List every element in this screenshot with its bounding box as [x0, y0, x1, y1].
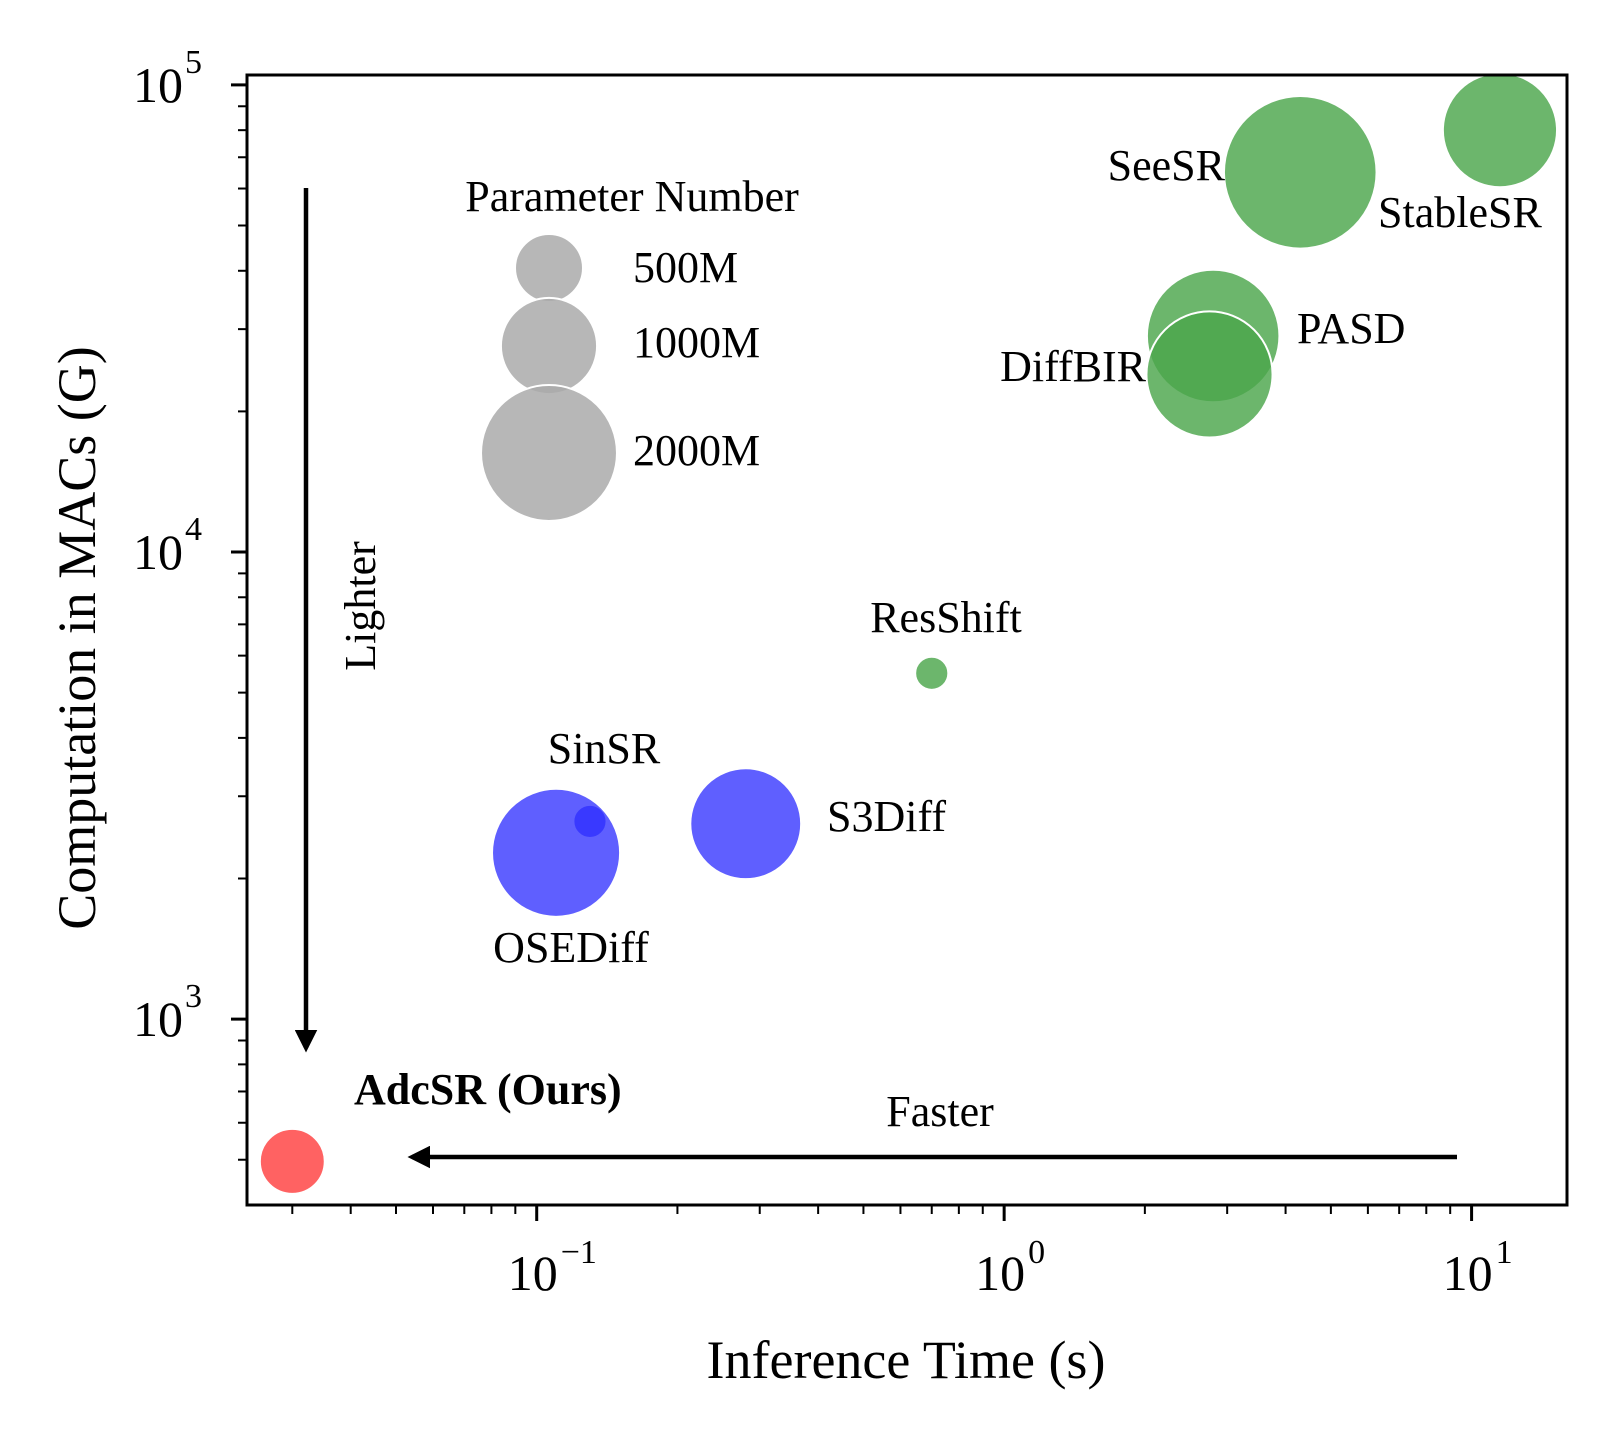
label-resshift: ResShift	[870, 593, 1022, 642]
label-osediff: OSEDiff	[493, 923, 649, 972]
y-tick-exponent: 4	[185, 511, 202, 548]
legend-bubble-2000m	[480, 384, 618, 522]
legend-bubble-layer	[480, 233, 618, 522]
label-stablesr: StableSR	[1378, 188, 1542, 237]
y-tick-exponent: 5	[185, 44, 202, 81]
faster-label: Faster	[886, 1087, 994, 1136]
x-axis-label: Inference Time (s)	[707, 1330, 1106, 1390]
bubble-stablesr	[1441, 75, 1559, 189]
x-tick-exponent: 0	[1028, 1234, 1045, 1271]
tick-layer: 10 −1 10 0 10 110 310 410 5	[133, 44, 1513, 1301]
label-diffbir: DiffBIR	[1000, 342, 1147, 391]
legend-bubble-1000m	[499, 296, 599, 396]
legend-label-2000m: 2000M	[633, 426, 760, 475]
bubble-diffbir	[1145, 310, 1274, 439]
y-tick-exponent: 3	[185, 978, 202, 1015]
label-adcsr: AdcSR (Ours)	[354, 1065, 622, 1114]
x-tick-exponent: −1	[561, 1234, 597, 1271]
bubble-layer	[258, 75, 1559, 1195]
label-seesr: SeeSR	[1108, 141, 1226, 190]
x-tick-label: 10	[975, 1245, 1025, 1301]
bubble-adcsr-ours	[258, 1127, 326, 1195]
label-s3diff: S3Diff	[827, 792, 946, 841]
x-tick-label: 10	[1443, 1245, 1493, 1301]
bubble-seesr	[1222, 94, 1378, 250]
legend-bubble-500m	[514, 233, 584, 303]
label-sinsr: SinSR	[548, 724, 661, 773]
y-tick-label: 10	[133, 991, 183, 1047]
legend-title: Parameter Number	[465, 172, 799, 221]
bubble-osediff	[491, 787, 622, 918]
bubble-s3diff	[689, 767, 803, 881]
x-tick-label: 10	[508, 1245, 558, 1301]
y-axis-label: Computation in MACs (G)	[47, 346, 107, 930]
plot-frame	[245, 73, 1569, 1207]
legend-label-500m: 500M	[633, 243, 738, 292]
lighter-label: Lighter	[336, 541, 385, 671]
label-pasd: PASD	[1297, 304, 1405, 353]
legend-label-1000m: 1000M	[633, 318, 760, 367]
x-tick-exponent: 1	[1496, 1234, 1513, 1271]
y-tick-label: 10	[133, 524, 183, 580]
bubble-resshift	[914, 655, 950, 691]
y-tick-label: 10	[133, 57, 183, 113]
